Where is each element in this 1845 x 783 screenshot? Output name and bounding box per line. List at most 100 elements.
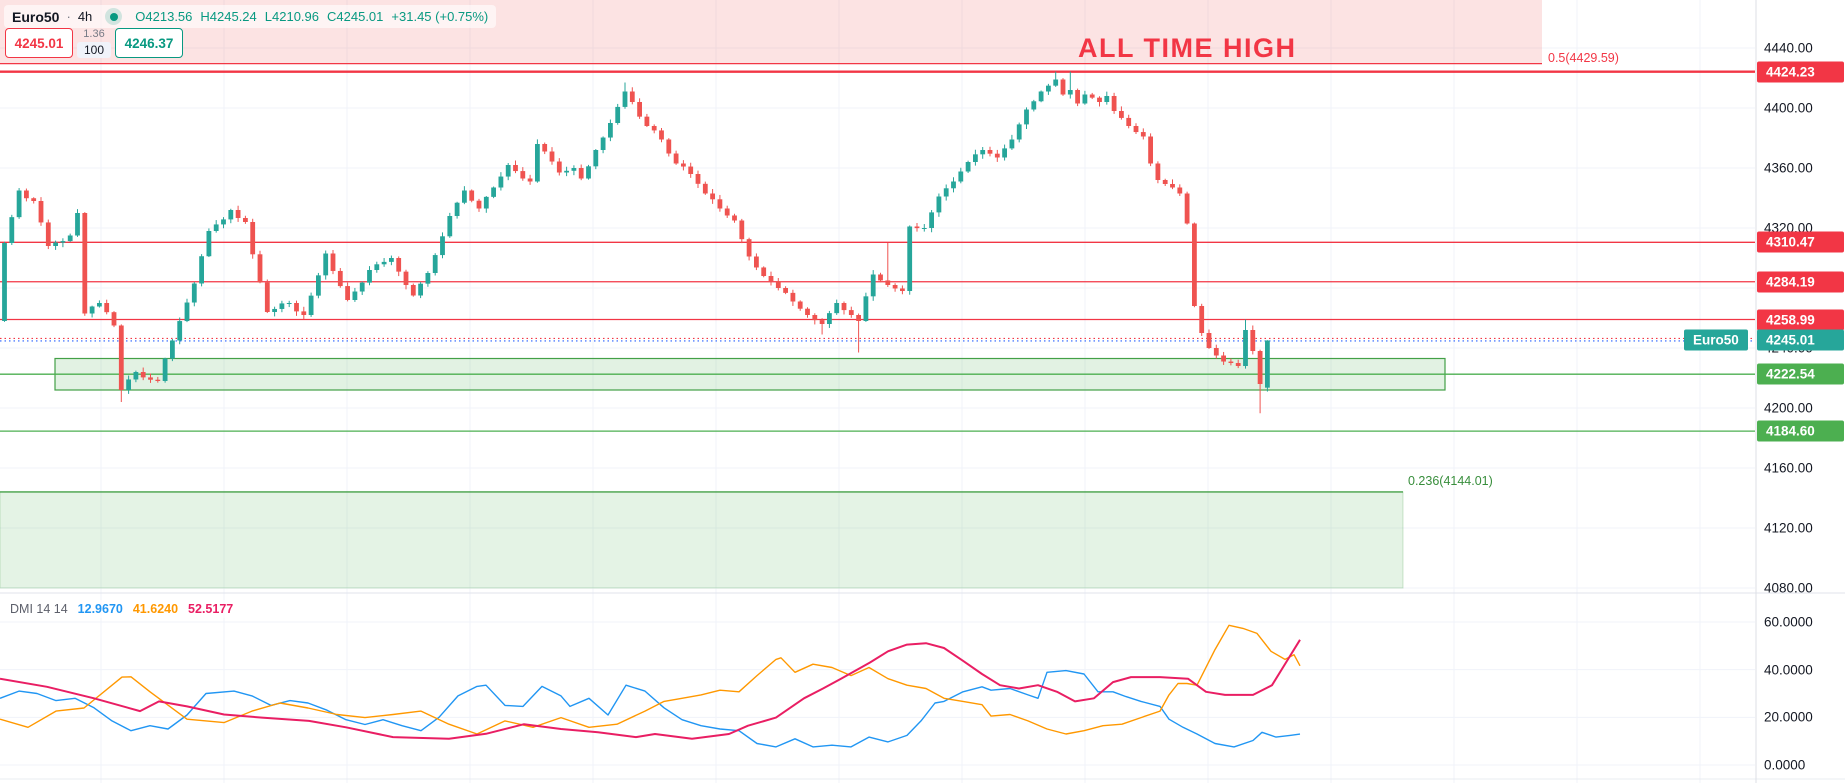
- candle-body: [432, 255, 438, 273]
- candle-body: [688, 166, 694, 174]
- price-level-badge: 4258.99: [1757, 309, 1844, 330]
- candle-body: [958, 171, 964, 182]
- candle-body: [374, 264, 380, 270]
- candle-body: [644, 116, 650, 126]
- candle-body: [1265, 340, 1270, 388]
- indicator-axis-tick: 20.0000: [1764, 709, 1813, 725]
- dmi-adx-value: 52.5177: [188, 602, 234, 616]
- candle-body: [140, 372, 146, 378]
- candle-body: [637, 102, 642, 117]
- candle-body: [97, 303, 102, 307]
- price-axis-tick: 4400.00: [1764, 100, 1813, 116]
- candle-body: [542, 144, 548, 152]
- candle-body: [418, 283, 423, 296]
- candle-body: [900, 288, 905, 291]
- candle-body: [505, 165, 511, 177]
- price-level-badge: 4222.54: [1757, 363, 1844, 385]
- candle-body: [768, 276, 774, 282]
- candle-body: [586, 166, 591, 179]
- candle-body: [286, 303, 292, 304]
- candle-body: [89, 306, 95, 314]
- candle-body: [1133, 126, 1139, 133]
- candle-body: [213, 224, 219, 231]
- candle-body: [133, 372, 139, 380]
- candle-body: [1228, 361, 1234, 363]
- candle-body: [1192, 223, 1197, 306]
- candle-body: [1031, 101, 1037, 110]
- candle-body: [754, 256, 759, 268]
- lot-size-field[interactable]: 100: [76, 42, 112, 58]
- price-level-badge: 4424.23: [1757, 61, 1844, 83]
- dmi-legend: DMI 14 14 12.9670 41.6240 52.5177: [4, 600, 240, 618]
- candle-body: [440, 236, 445, 256]
- candle-body: [965, 162, 971, 172]
- candle-body: [162, 358, 168, 381]
- candle-body: [60, 241, 66, 243]
- candle-body: [1177, 187, 1183, 194]
- buy-ask-button[interactable]: 4246.37: [115, 28, 183, 58]
- candle-body: [651, 126, 657, 131]
- indicator-axis-tick: 40.0000: [1764, 662, 1813, 678]
- candle-body: [330, 253, 336, 271]
- candle-body: [608, 123, 613, 138]
- ohlc-close: C4245.01: [327, 9, 384, 24]
- dmi-title[interactable]: DMI 14 14: [10, 602, 68, 616]
- symbol-legend[interactable]: Euro50 · 4h O4213.56 H4245.24 L4210.96 C…: [4, 5, 497, 28]
- candle-body: [38, 201, 44, 223]
- candle-body: [907, 226, 913, 291]
- candle-body: [841, 303, 847, 311]
- all-time-high-annotation: ALL TIME HIGH: [1078, 33, 1297, 63]
- candle-body: [199, 256, 204, 284]
- candle-body: [994, 153, 1000, 158]
- sell-bid-button[interactable]: 4245.01: [5, 28, 73, 58]
- candle-body: [82, 213, 88, 314]
- candle-body: [520, 171, 526, 179]
- candle-body: [1002, 148, 1007, 158]
- candle-body: [746, 239, 752, 257]
- candle-body: [24, 190, 29, 199]
- candle-body: [951, 181, 956, 189]
- candle-body: [870, 274, 876, 297]
- candle-body: [973, 154, 978, 162]
- candle-body: [673, 153, 679, 164]
- candle-body: [221, 219, 226, 225]
- candle-body: [45, 222, 51, 246]
- candle-body: [9, 217, 15, 243]
- candle-body: [921, 228, 927, 229]
- candle-body: [936, 196, 942, 213]
- candle-body: [177, 321, 183, 341]
- candle-body: [1089, 94, 1095, 98]
- candle-body: [929, 212, 934, 228]
- candle-body: [111, 312, 117, 326]
- candle-body: [2, 243, 7, 321]
- price-axis-tick: 4080.00: [1764, 580, 1813, 596]
- candle-body: [301, 311, 307, 315]
- candle-body: [885, 280, 891, 285]
- candle-body: [31, 198, 37, 201]
- candle-body: [1053, 79, 1059, 86]
- candle-body: [615, 106, 621, 123]
- candle-body: [666, 139, 672, 154]
- candle-body: [454, 202, 460, 216]
- candle-body: [104, 303, 110, 313]
- candle-body: [790, 292, 796, 302]
- candle-body: [1119, 111, 1124, 118]
- spread-block: 1.36 100: [76, 28, 112, 58]
- candle-body: [206, 231, 212, 257]
- market-status-icon[interactable]: [105, 8, 123, 25]
- candle-body: [878, 274, 883, 281]
- candle-body: [724, 208, 730, 216]
- candle-body: [272, 308, 277, 312]
- candle-body: [228, 210, 234, 220]
- candle-body: [381, 261, 387, 265]
- interval-label[interactable]: 4h: [77, 9, 93, 24]
- candle-body: [775, 281, 781, 288]
- candle-body: [535, 144, 540, 182]
- candle-body: [1024, 109, 1029, 125]
- candle-body: [1060, 79, 1066, 95]
- candle-body: [943, 188, 949, 197]
- price-level-badge: 4310.47: [1757, 231, 1844, 253]
- symbol-name[interactable]: Euro50: [12, 8, 60, 25]
